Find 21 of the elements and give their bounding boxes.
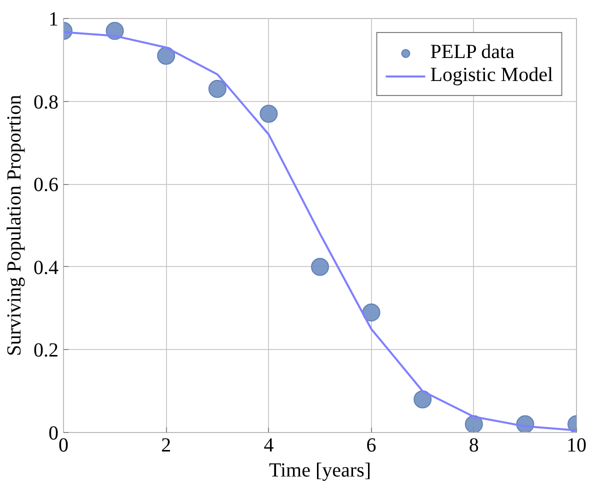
x-axis-title: Time [years]	[268, 460, 372, 482]
x-tick-label: 4	[264, 434, 274, 456]
point	[362, 303, 380, 322]
y-tick-label: 0.8	[34, 91, 58, 114]
x-tick-label: 10	[566, 434, 586, 456]
x-tick-label: 8	[468, 434, 479, 456]
y-tick-label: 0.4	[34, 256, 58, 279]
legend-label: PELP data	[430, 41, 514, 64]
y-tick-label: 0.6	[34, 174, 58, 196]
point	[208, 80, 226, 98]
legend-label: Logistic Model	[430, 64, 553, 87]
point	[464, 415, 483, 432]
y-tick-label: 1	[48, 8, 58, 30]
point	[157, 46, 176, 65]
point	[311, 258, 329, 276]
point	[260, 104, 278, 123]
y-tick-label: 0.2	[34, 340, 58, 362]
x-tick-label: 2	[161, 434, 172, 456]
point	[414, 390, 432, 408]
x-tick-label: 6	[366, 434, 376, 456]
y-axis-title: Surviving Population Proportion	[4, 94, 26, 356]
